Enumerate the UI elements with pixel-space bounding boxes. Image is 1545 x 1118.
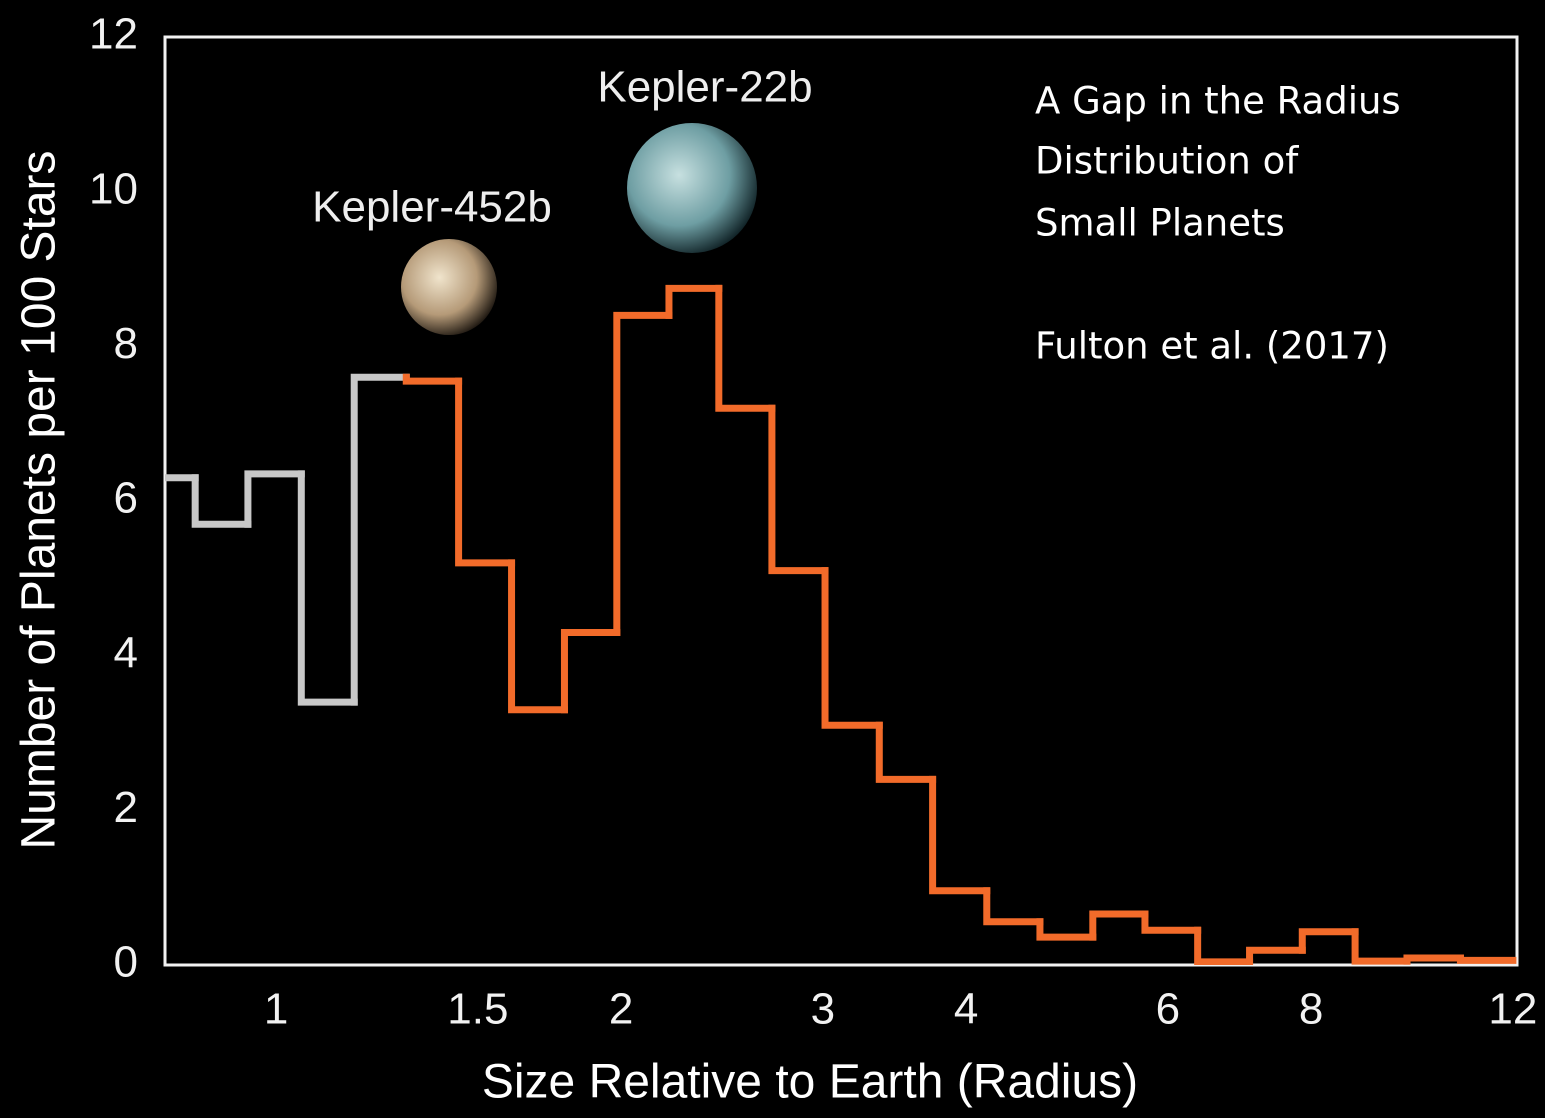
histogram-step xyxy=(406,377,458,381)
plot-frame xyxy=(165,37,1517,965)
x-tick-label: 8 xyxy=(1299,985,1323,1034)
annotation: Kepler-452b xyxy=(312,183,552,232)
histogram-step xyxy=(719,288,772,408)
x-tick-label: 4 xyxy=(954,985,978,1034)
y-tick-label: 6 xyxy=(114,474,138,523)
histogram-step xyxy=(459,381,512,563)
histogram-step xyxy=(195,478,248,524)
note: A Gap in the Radius xyxy=(1035,80,1401,123)
note: Fulton et al. (2017) xyxy=(1035,325,1389,368)
chart: Kepler-452b Kepler-22b A Gap in the Radi… xyxy=(0,0,1545,1118)
histogram-step xyxy=(1250,950,1303,962)
x-tick-label: 12 xyxy=(1488,985,1537,1034)
note: Distribution of xyxy=(1035,140,1299,183)
histogram-step xyxy=(617,315,669,632)
histogram-step xyxy=(1355,932,1407,961)
x-tick-label: 2 xyxy=(609,985,633,1034)
histogram-step xyxy=(1093,914,1145,937)
y-axis-label: Number of Planets per 100 Stars xyxy=(13,150,66,849)
histogram-step xyxy=(879,725,932,779)
y-tick-label: 4 xyxy=(114,628,138,677)
histogram-step xyxy=(301,474,354,702)
histogram-step xyxy=(933,779,987,890)
histogram-step xyxy=(1145,914,1198,930)
histogram-step xyxy=(825,571,879,726)
y-tick-label: 8 xyxy=(114,319,138,368)
x-axis-label: Size Relative to Earth (Radius) xyxy=(482,1056,1138,1109)
histogram-step xyxy=(1198,930,1250,962)
x-tick-label: 6 xyxy=(1156,985,1180,1034)
histogram xyxy=(165,288,1513,962)
note: Small Planets xyxy=(1035,202,1285,245)
histogram-step xyxy=(669,288,719,315)
histogram-step xyxy=(564,632,616,709)
x-tick-label: 1.5 xyxy=(447,985,508,1034)
histogram-step xyxy=(1302,932,1355,951)
histogram-step xyxy=(1040,922,1093,937)
annotation: Kepler-22b xyxy=(597,63,812,112)
histogram-step xyxy=(354,377,406,702)
x-tick-label: 1 xyxy=(264,985,288,1034)
histogram-step xyxy=(248,474,301,524)
histogram-step xyxy=(1407,958,1460,961)
histogram-step xyxy=(512,563,565,710)
x-tick-label: 3 xyxy=(811,985,835,1034)
y-tick-label: 12 xyxy=(89,10,138,59)
histogram-step xyxy=(1460,958,1512,960)
histogram-step xyxy=(772,408,825,570)
y-tick-label: 10 xyxy=(89,164,138,213)
y-tick-label: 2 xyxy=(114,783,138,832)
histogram-step xyxy=(987,891,1040,922)
y-tick-label: 0 xyxy=(114,938,138,987)
planet-image xyxy=(627,123,757,253)
planet-image xyxy=(401,239,497,335)
